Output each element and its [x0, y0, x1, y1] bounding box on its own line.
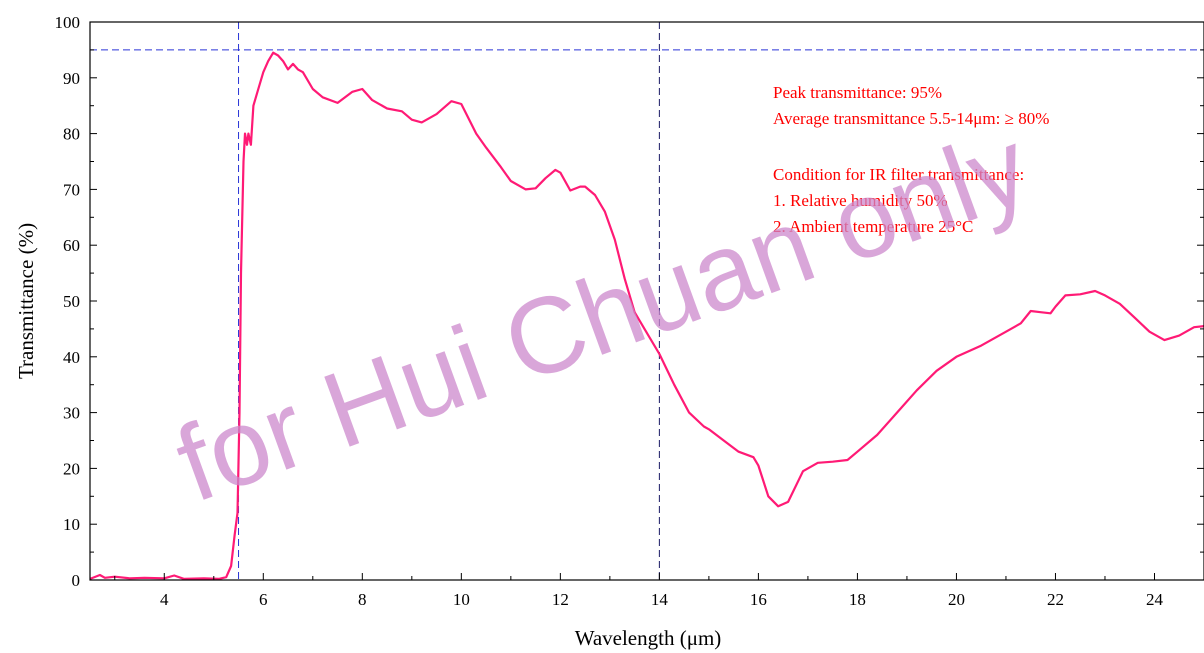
x-tick-label: 14: [651, 590, 669, 609]
x-tick-label: 8: [358, 590, 367, 609]
x-axis: 4 6 8 10 12 14 16 18 20 22 24: [114, 573, 1204, 609]
series-line-0: [90, 51, 1204, 580]
annotation-block: Peak transmittance: 95% Average transmit…: [773, 83, 1049, 236]
x-tick-label: 10: [453, 590, 470, 609]
y-tick-label: 30: [63, 404, 80, 423]
y-tick-label: 20: [63, 459, 80, 478]
x-tick-label: 12: [552, 590, 569, 609]
x-axis-title: Wavelength (μm): [575, 626, 722, 650]
x-tick-label: 20: [948, 590, 965, 609]
annotation-peak: Peak transmittance: 95%: [773, 83, 942, 102]
plot-area: [90, 22, 1204, 580]
y-axis: 0 10 20 30 40 50 60 70 80 90 100: [55, 13, 1204, 590]
x-tick-label: 22: [1047, 590, 1064, 609]
y-tick-label: 80: [63, 125, 80, 144]
x-tick-label: 18: [849, 590, 866, 609]
y-tick-label: 100: [55, 13, 81, 32]
series-layer: [90, 51, 1204, 580]
annotation-condition-title: Condition for IR filter transmittance:: [773, 165, 1024, 184]
y-tick-label: 70: [63, 180, 80, 199]
y-tick-label: 40: [63, 348, 80, 367]
x-tick-label: 4: [160, 590, 169, 609]
x-tick-label: 6: [259, 590, 268, 609]
y-axis-title: Transmittance (%): [14, 223, 38, 379]
annotation-condition-2: 2. Ambient temperature 25°C: [773, 217, 973, 236]
x-tick-label: 16: [750, 590, 767, 609]
y-tick-label: 10: [63, 515, 80, 534]
y-tick-label: 60: [63, 236, 80, 255]
annotation-condition-1: 1. Relative humidity 50%: [773, 191, 948, 210]
y-tick-label: 50: [63, 292, 80, 311]
annotation-average: Average transmittance 5.5-14μm: ≥ 80%: [773, 109, 1049, 128]
x-tick-label: 24: [1146, 590, 1164, 609]
y-tick-label: 0: [72, 571, 81, 590]
y-tick-label: 90: [63, 69, 80, 88]
